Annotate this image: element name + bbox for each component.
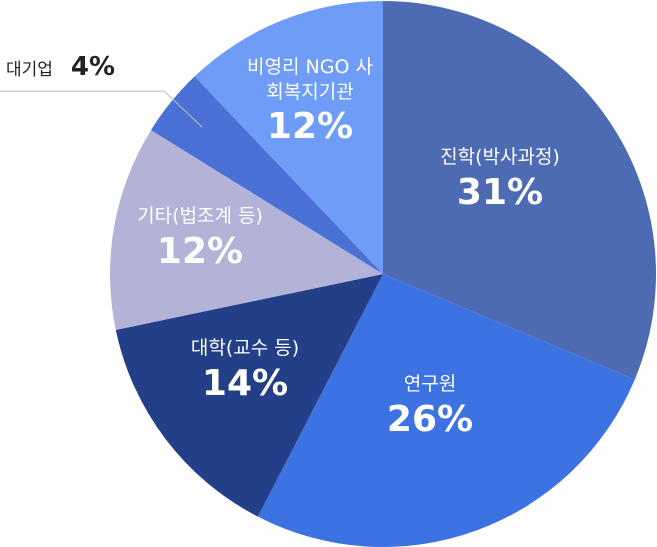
pie-slice — [194, 1, 383, 274]
pie-slice — [110, 130, 384, 330]
pie-slice — [257, 274, 635, 547]
category-label: 기타(법조계 등) — [137, 205, 263, 227]
value-label: 4% — [70, 52, 116, 83]
slice-label: 기타(법조계 등) 12% — [120, 204, 280, 275]
value-label: 14% — [201, 362, 289, 404]
slice-label: 대학(교수 등) 14% — [165, 336, 325, 407]
pie-slice — [115, 274, 384, 517]
leader-line — [0, 90, 203, 128]
slice-label: 대기업 4% — [6, 51, 115, 85]
category-label: 대학(교수 등) — [190, 337, 300, 359]
category-label: 대기업 — [6, 60, 53, 81]
slice-label: 비영리 NGO 사회복지기관 12% — [245, 55, 375, 151]
slice-label: 연구원 26% — [355, 372, 505, 443]
pie-slice — [151, 76, 383, 274]
pie-slice — [383, 1, 656, 380]
value-label: 12% — [266, 106, 354, 148]
category-label: 비영리 NGO 사회복지기관 — [247, 56, 373, 103]
category-label: 연구원 — [403, 373, 457, 395]
value-label: 12% — [156, 230, 244, 272]
value-label: 26% — [386, 398, 474, 440]
category-label: 진학(박사과정) — [440, 146, 560, 168]
value-label: 31% — [456, 171, 544, 213]
slice-label: 진학(박사과정) 31% — [425, 145, 575, 216]
